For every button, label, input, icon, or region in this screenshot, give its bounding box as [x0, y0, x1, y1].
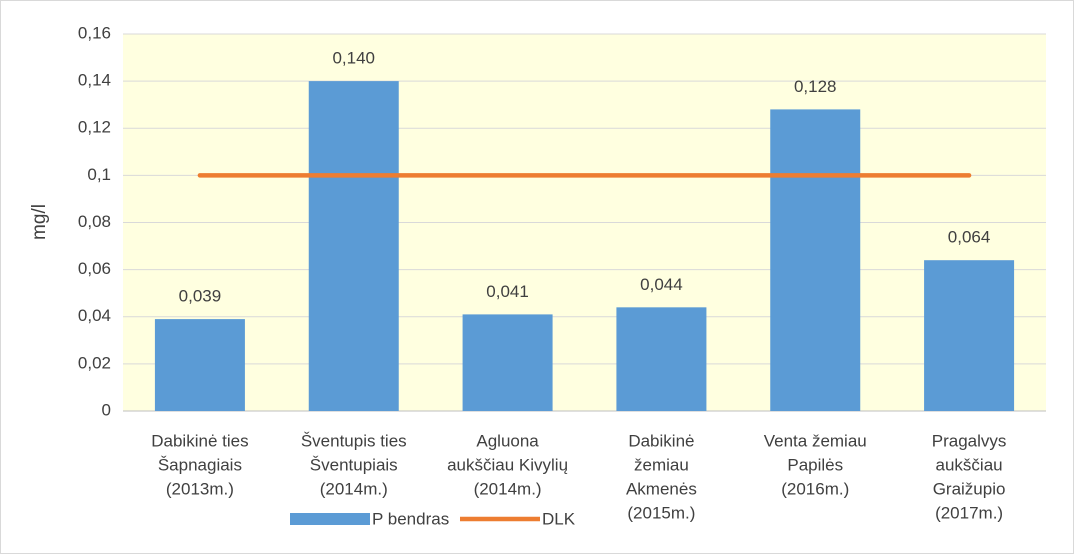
- y-axis-label: mg/l: [29, 204, 50, 240]
- x-tick-label: Šapnagiais: [158, 455, 242, 474]
- x-tick-label: žemiau: [634, 455, 689, 474]
- x-tick-label: (2017m.): [935, 503, 1003, 522]
- bar: [924, 260, 1015, 411]
- bar: [616, 307, 707, 411]
- y-tick-label: 0,1: [87, 165, 111, 184]
- x-tick-label: Venta žemiau: [764, 431, 867, 450]
- legend-label: DLK: [542, 509, 576, 528]
- y-tick-label: 0,12: [78, 118, 111, 137]
- x-tick-label: Agluona: [476, 431, 539, 450]
- bar: [308, 81, 399, 411]
- legend-swatch: [290, 513, 370, 525]
- x-tick-label: (2014m.): [474, 479, 542, 498]
- y-tick-label: 0,06: [78, 259, 111, 278]
- legend-label: P bendras: [372, 509, 449, 528]
- bar: [154, 319, 245, 411]
- x-tick-label: (2016m.): [781, 479, 849, 498]
- x-tick-label: Šventupis ties: [301, 431, 407, 450]
- y-tick-label: 0,04: [78, 306, 111, 325]
- data-label: 0,039: [179, 287, 222, 306]
- data-label: 0,041: [486, 282, 529, 301]
- bar: [462, 314, 553, 411]
- x-tick-label: Pragalvys: [932, 431, 1007, 450]
- x-tick-label: Dabikinė ties: [151, 431, 248, 450]
- y-tick-label: 0,14: [78, 71, 111, 90]
- y-tick-label: 0,16: [78, 23, 111, 42]
- x-tick-label: Papilės: [787, 455, 843, 474]
- x-tick-label: Šventupiais: [310, 455, 398, 474]
- data-label: 0,044: [640, 275, 683, 294]
- y-tick-label: 0: [102, 400, 111, 419]
- data-label: 0,140: [332, 49, 375, 68]
- y-tick-label: 0,02: [78, 353, 111, 372]
- data-label: 0,064: [948, 228, 991, 247]
- x-tick-label: Dabikinė: [628, 431, 694, 450]
- x-tick-label: (2015m.): [627, 503, 695, 522]
- x-tick-label: Akmenės: [626, 479, 697, 498]
- x-tick-label: aukščiau Kivylių: [447, 455, 568, 474]
- x-tick-label: Graižupio: [933, 479, 1006, 498]
- y-tick-label: 0,08: [78, 212, 111, 231]
- x-tick-label: (2013m.): [166, 479, 234, 498]
- x-tick-label: aukščiau: [936, 455, 1003, 474]
- bar: [770, 109, 861, 412]
- data-label: 0,128: [794, 77, 837, 96]
- x-tick-label: (2014m.): [320, 479, 388, 498]
